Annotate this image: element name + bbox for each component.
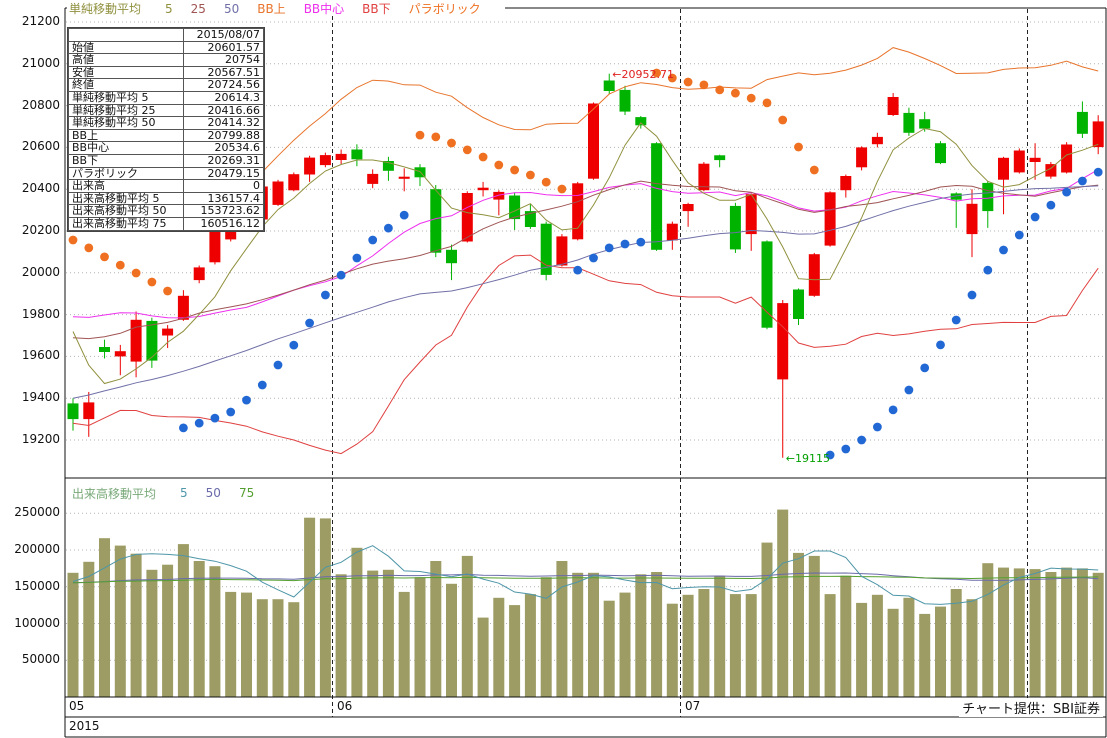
volume-axis-tick: 100000	[14, 615, 60, 630]
info-row: 安値 20567.51	[67, 65, 264, 80]
info-row: 単純移動平均 25 20416.66	[67, 103, 264, 118]
price-axis-tick: 21000	[21, 55, 60, 70]
price-axis-tick: 20400	[21, 181, 60, 196]
info-row-value: 20269.31	[183, 153, 264, 168]
info-row-value: 20754	[183, 53, 264, 67]
info-row: 出来高移動平均 75 160516.12	[67, 216, 264, 231]
info-row-value: 20479.15	[183, 166, 264, 181]
volume-legend-ma75: 75	[238, 486, 255, 500]
volume-legend-ma5: 5	[180, 486, 188, 500]
volume-axis-tick: 50000	[21, 652, 60, 667]
price-legend-bb-mid: BB中心	[303, 2, 345, 16]
x-axis-month-05: 05	[69, 699, 85, 713]
info-date: 2015/08/07	[183, 28, 264, 42]
price-legend-label: 単純移動平均	[69, 2, 142, 16]
price-legend: 単純移動平均 5 25 50 BB上 BB中心 BB下 パラボリック	[67, 1, 505, 16]
info-row: 高値 20754	[67, 53, 264, 67]
volume-legend-label: 出来高移動平均	[72, 486, 157, 501]
volume-legend-ma50: 50	[205, 486, 221, 500]
price-legend-bb-upper: BB上	[257, 2, 286, 16]
price-axis-tick: 20000	[21, 264, 60, 279]
info-row-value: 20614.3	[183, 90, 264, 105]
info-row: 出来高移動平均 50 153723.62	[67, 204, 264, 218]
info-row-label: 出来高移動平均 5	[67, 191, 185, 206]
info-row: パラボリック 20479.15	[67, 166, 264, 181]
info-row: BB下 20269.31	[67, 153, 264, 168]
info-row-label: 単純移動平均 25	[67, 103, 185, 118]
info-row: 出来高 0	[67, 179, 264, 193]
high-annotation: ←20952.71	[612, 67, 674, 81]
info-row-value: 0	[183, 179, 264, 193]
price-axis-tick: 19400	[21, 390, 60, 405]
info-row-value: 20799.88	[183, 128, 264, 143]
price-legend-sma25: 25	[190, 1, 206, 16]
info-row-label: BB下	[67, 153, 185, 168]
info-row-value: 20534.6	[183, 141, 264, 155]
price-axis-tick: 19800	[21, 306, 60, 321]
price-axis-tick: 20200	[21, 223, 60, 237]
info-row-label: 出来高移動平均 75	[67, 216, 185, 231]
volume-axis-tick: 200000	[14, 542, 60, 556]
price-legend-bb-lower: BB下	[362, 2, 391, 16]
volume-legend: 出来高移動平均 5 50 75	[72, 486, 272, 501]
info-row-label: 単純移動平均 5	[67, 90, 185, 105]
price-axis-tick: 19600	[21, 348, 60, 363]
info-row-value: 20416.66	[183, 103, 264, 118]
info-row-label: 単純移動平均 50	[67, 116, 185, 130]
x-axis-month-07: 07	[685, 699, 701, 713]
price-axis-tick: 20800	[21, 97, 60, 112]
info-row-value: 153723.62	[183, 204, 264, 218]
info-row-label: パラボリック	[67, 166, 185, 181]
info-row-label: BB中心	[67, 141, 185, 155]
info-row: 出来高移動平均 5 136157.4	[67, 191, 264, 206]
low-annotation: ←19115	[785, 451, 830, 465]
info-row-label: 安値	[67, 65, 185, 80]
info-label-blank	[67, 28, 185, 42]
info-row: BB中心 20534.6	[67, 141, 264, 155]
x-axis-month-06: 06	[337, 699, 353, 713]
info-row-label: 始値	[67, 40, 185, 55]
info-row-value: 136157.4	[183, 191, 264, 206]
info-row-label: 高値	[67, 53, 185, 67]
info-row: 終値 20724.56	[67, 78, 264, 92]
price-axis-tick: 19200	[21, 432, 60, 446]
info-row-label: 終値	[67, 78, 185, 92]
price-legend-sma5: 5	[165, 1, 173, 16]
provider-credit: チャート提供：SBI証券	[959, 698, 1103, 717]
info-row: 単純移動平均 50 20414.32	[67, 116, 264, 130]
info-row-value: 160516.12	[183, 216, 264, 231]
info-row: BB上 20799.88	[67, 128, 264, 143]
info-row-value: 20724.56	[183, 78, 264, 92]
info-row-value: 20567.51	[183, 65, 264, 80]
price-legend-parabolic: パラボリック	[408, 2, 481, 16]
info-row-label: BB上	[67, 128, 185, 143]
info-row-label: 出来高	[67, 179, 185, 193]
info-row-value: 20601.57	[183, 40, 264, 55]
price-legend-sma50: 50	[223, 1, 240, 16]
x-axis-year: 2015	[69, 719, 100, 733]
info-row-label: 出来高移動平均 50	[67, 204, 185, 218]
info-row-value: 20414.32	[183, 116, 264, 130]
info-row: 単純移動平均 5 20614.3	[67, 90, 264, 105]
quote-info-box: 2015/08/07 始値 20601.57 高値 20754 安値 20567.51 終値…	[67, 27, 265, 232]
info-row: 始値 20601.57	[67, 40, 264, 55]
price-axis-tick: 20600	[21, 139, 60, 154]
price-axis-tick: 21200	[21, 14, 60, 28]
volume-axis-tick: 150000	[14, 578, 60, 593]
volume-axis-tick: 250000	[14, 505, 60, 520]
